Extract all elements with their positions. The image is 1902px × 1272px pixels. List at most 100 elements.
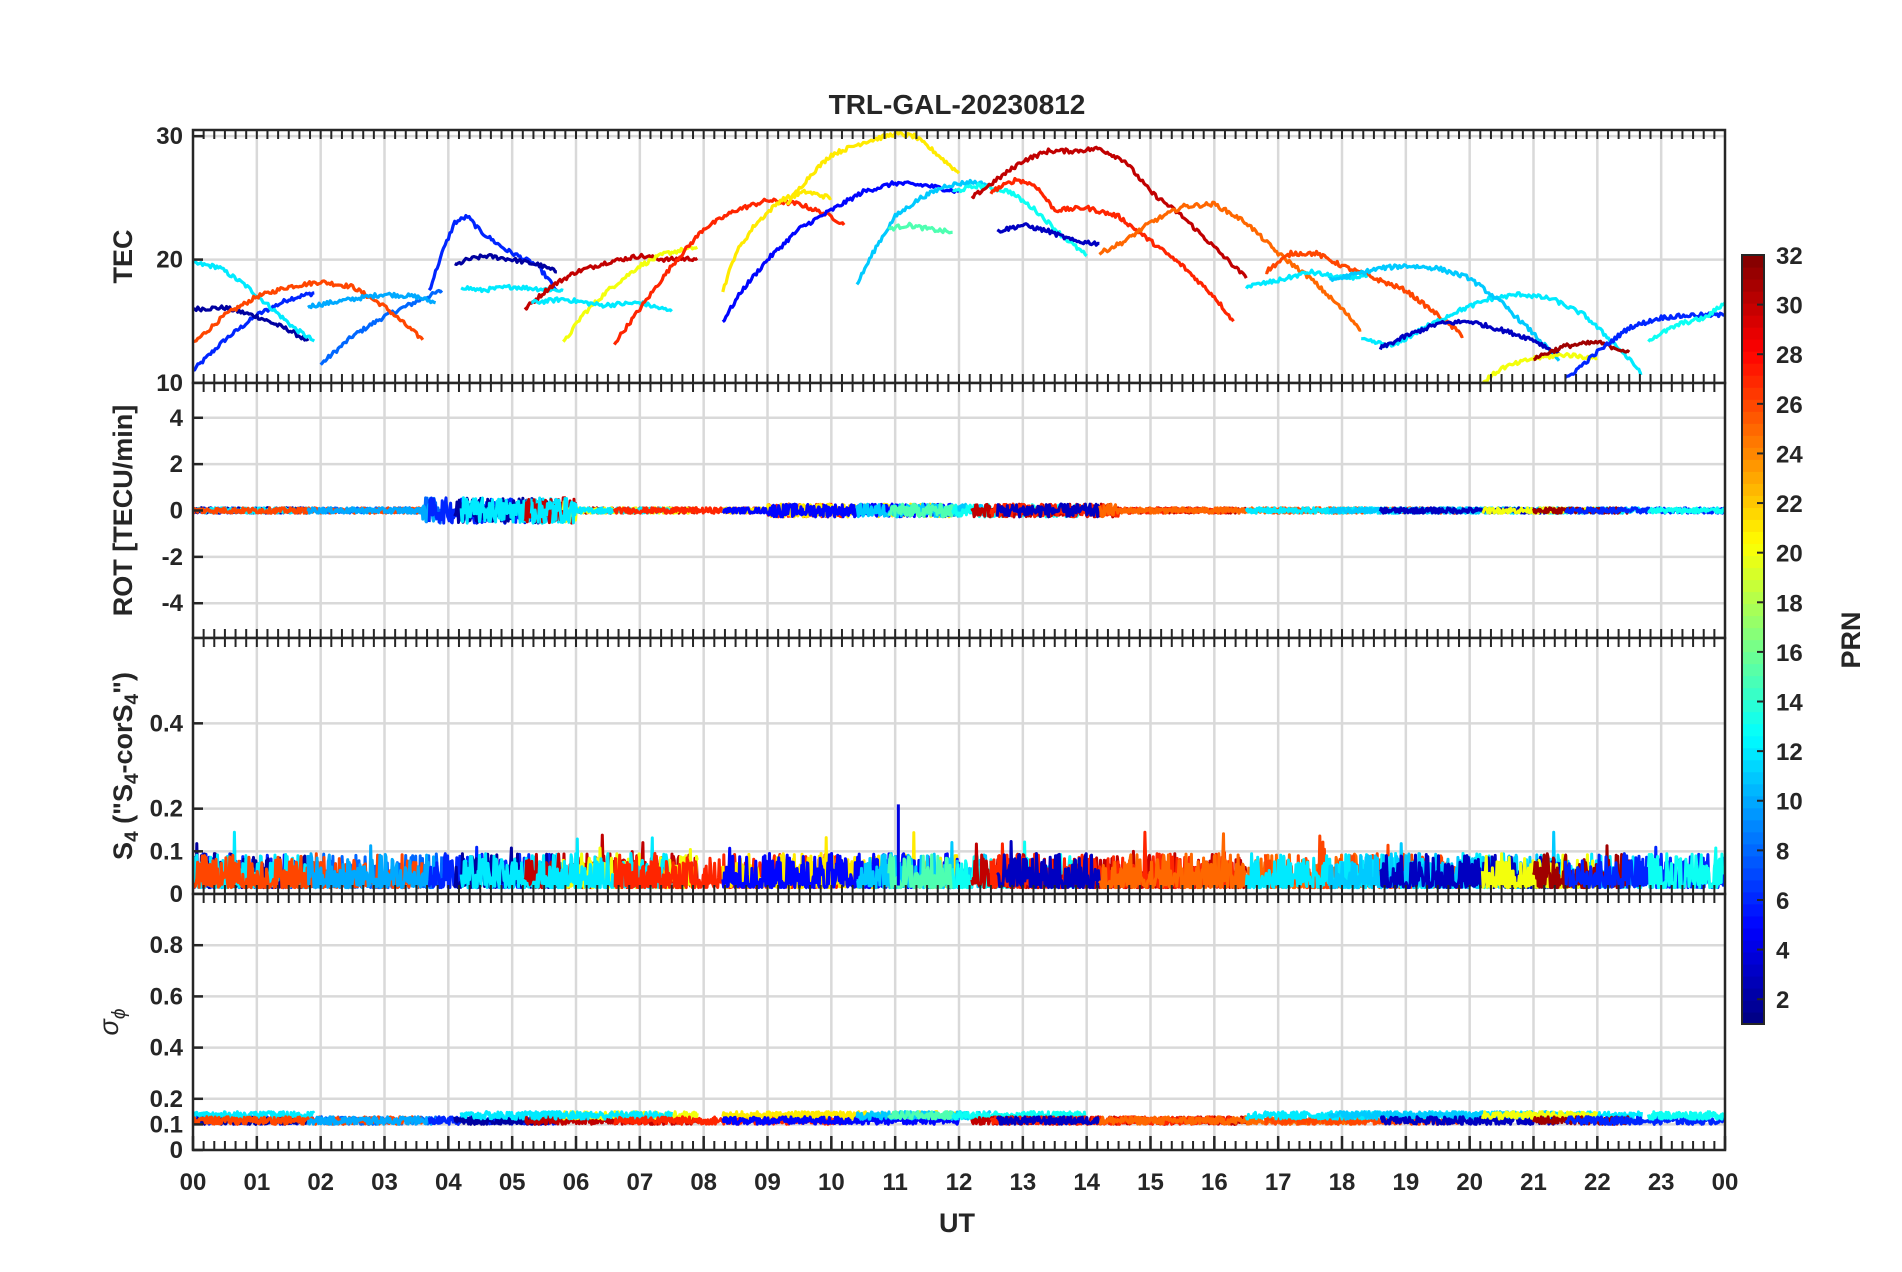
colorbar-band — [1742, 639, 1764, 653]
x-tick-label: 09 — [754, 1169, 781, 1196]
y-tick-label: 20 — [156, 247, 183, 274]
colorbar-band — [1742, 831, 1764, 845]
sigma_phi-series-prn-10 — [306, 1115, 437, 1126]
x-tick-label: 01 — [243, 1169, 270, 1196]
x-tick-label: 04 — [435, 1169, 462, 1196]
s4-series-prn-20 — [1480, 852, 1599, 890]
panel-data-rot — [193, 496, 1725, 525]
sigma_phi-series-prn-13 — [951, 1110, 1088, 1121]
colorbar-band — [1742, 975, 1764, 989]
colorbar-band — [1742, 315, 1764, 328]
colorbar-band — [1742, 435, 1764, 448]
colorbar-tick-label: 12 — [1776, 739, 1803, 766]
colorbar-band — [1742, 267, 1764, 280]
panel-sigma_phi: 00.10.2 0.4 0.6 0.8 σϕ — [94, 892, 1727, 1164]
y-axis-label-sigma_phi: σϕ — [94, 1009, 130, 1036]
rot-series-prn-3 — [995, 502, 1101, 519]
y-tick-label: 0.1 — [150, 1111, 183, 1138]
colorbar-band — [1742, 879, 1764, 893]
tec-series-prn-20 — [1481, 352, 1598, 383]
colorbar-band — [1742, 675, 1764, 689]
colorbar-band — [1742, 603, 1764, 617]
minor-ticks — [192, 383, 1726, 638]
x-tick-label: 20 — [1456, 1169, 1483, 1196]
s4-series-prn-12 — [1244, 852, 1369, 890]
colorbar-band — [1742, 711, 1764, 725]
colorbar-band — [1742, 1011, 1764, 1025]
colorbar-band — [1742, 855, 1764, 869]
rot-series-prn-10 — [306, 496, 437, 523]
colorbar-band — [1742, 915, 1764, 929]
tec-series-prn-12 — [531, 296, 673, 313]
colorbar-band — [1742, 303, 1764, 316]
y-tick-label: 0 — [170, 1137, 183, 1164]
colorbar-frame — [1741, 254, 1765, 1025]
colorbar-band — [1742, 483, 1764, 496]
colorbar-band — [1742, 783, 1764, 797]
colorbar-label: PRN — [1836, 611, 1866, 668]
colorbar-band — [1742, 579, 1764, 593]
y-tick-label: 0.6 — [150, 983, 183, 1010]
colorbar-band — [1742, 387, 1764, 400]
colorbar-band — [1742, 291, 1764, 304]
tec-series-prn-25 — [1098, 200, 1362, 332]
tec-series-prn-27 — [612, 197, 846, 346]
colorbar-band — [1742, 687, 1764, 701]
sigma_phi-series-prn-3 — [995, 1115, 1101, 1126]
colorbar-band — [1742, 843, 1764, 857]
colorbar-tick-label: 14 — [1776, 690, 1803, 717]
colorbar-band — [1742, 423, 1764, 436]
colorbar-tick-label: 8 — [1776, 838, 1789, 865]
colorbar-tick-label: 2 — [1776, 987, 1789, 1014]
colorbar-band — [1742, 375, 1764, 388]
colorbar-tick-label: 10 — [1776, 789, 1803, 816]
tec-series-prn-2 — [454, 253, 557, 274]
tec-series-prn-11 — [1329, 263, 1561, 362]
colorbar-band — [1742, 567, 1764, 581]
tec-series-prn-26 — [193, 279, 425, 344]
colorbar-band — [1742, 903, 1764, 917]
tec-series-prn-6 — [1564, 311, 1725, 379]
tec-series-prn-27 — [989, 176, 1235, 323]
y-tick-label: -4 — [162, 590, 184, 617]
colorbar-band — [1742, 591, 1764, 605]
panel-tec: 10 20 30 TEC — [108, 123, 1727, 397]
sigma_phi-series-prn-3 — [1379, 1115, 1560, 1126]
colorbar-band — [1742, 447, 1764, 460]
sigma_phi-series-prn-15 — [887, 1110, 954, 1121]
s4-series-prn-10 — [306, 844, 437, 890]
y-tick-label: 30 — [156, 123, 183, 150]
colorbar-band — [1742, 951, 1764, 965]
colorbar-band — [1742, 927, 1764, 941]
x-tick-label: 02 — [307, 1169, 334, 1196]
colorbar-band — [1742, 819, 1764, 833]
colorbar-band — [1742, 507, 1764, 520]
colorbar-band — [1742, 411, 1764, 424]
colorbar-band — [1742, 747, 1764, 761]
tec-series-prn-3 — [1378, 318, 1561, 356]
minor-ticks — [192, 894, 1726, 1150]
colorbar-band — [1742, 663, 1764, 677]
panel-data-s4 — [193, 804, 1725, 890]
x-axis-label: UT — [939, 1208, 975, 1238]
colorbar-band — [1742, 255, 1764, 268]
tec-series-prn-15 — [887, 221, 953, 235]
colorbar-band — [1742, 615, 1764, 629]
colorbar-band — [1742, 543, 1764, 556]
tec-series-prn-12 — [193, 259, 316, 343]
minor-ticks — [192, 638, 1726, 894]
colorbar-band — [1742, 519, 1764, 532]
x-tick-label: 14 — [1073, 1169, 1100, 1196]
colorbar-band — [1742, 459, 1764, 472]
x-tick-label: 13 — [1009, 1169, 1036, 1196]
colorbar-band — [1742, 495, 1764, 508]
x-tick-label: 16 — [1201, 1169, 1228, 1196]
colorbar-band — [1742, 771, 1764, 785]
panel-rot: -4 -2 0 2 4 ROT [TECU/min] — [108, 381, 1727, 640]
x-tick-label: 06 — [563, 1169, 590, 1196]
colorbar-band — [1742, 339, 1764, 352]
panel-data-tec — [193, 130, 1725, 383]
y-tick-label: 4 — [170, 405, 184, 432]
colorbar-band — [1742, 363, 1764, 376]
